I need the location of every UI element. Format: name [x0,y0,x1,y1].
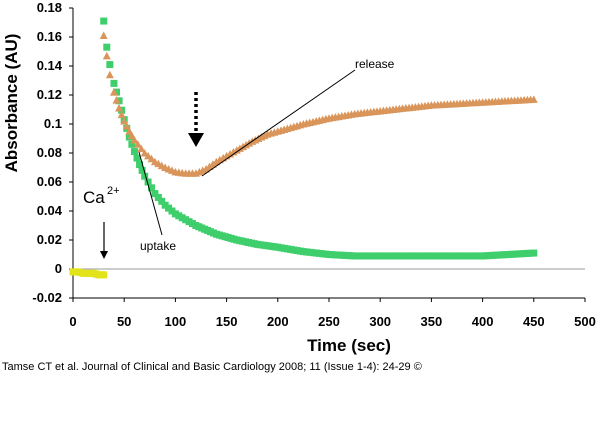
data-point [128,140,136,148]
ca-arrow [100,222,108,259]
data-point [110,79,118,87]
citation: Tamse CT et al. Journal of Clinical and … [2,361,422,373]
x-tick-label: 200 [267,314,289,329]
x-tick-label: 0 [69,314,76,329]
data-point [115,104,124,112]
x-tick-label: 350 [421,314,443,329]
y-tick-label: -0.02 [32,290,62,305]
data-point [212,157,221,166]
data-point [529,95,538,103]
series-3 [69,268,108,279]
y-tick-label: 0.14 [37,58,63,73]
x-tick-label: 400 [472,314,494,329]
data-point [99,31,108,40]
uptake-leader-line [138,151,163,236]
y-tick-label: 0.1 [44,116,62,131]
data-point [106,61,114,69]
data-point [133,140,142,148]
y-tick-label: 0.18 [37,0,62,15]
x-tick-label: 300 [369,314,391,329]
data-point [530,249,538,257]
x-tick-label: 450 [523,314,545,329]
data-point [215,155,224,164]
data-point [103,43,111,51]
y-axis-title: Absorbance (AU) [2,34,21,173]
data-point [113,88,121,96]
data-point [133,154,141,162]
y-tick-label: 0.08 [37,145,62,160]
y-tick-label: 0.16 [37,29,62,44]
data-point [229,148,238,156]
ca-superscript: 2+ [107,185,120,197]
data-point [205,162,214,171]
data-point [154,193,162,201]
data-point [144,178,152,186]
data-point [148,184,156,192]
data-point [202,164,211,173]
x-tick-label: 50 [117,314,131,329]
dotted-arrow [188,92,204,147]
plot-area [73,8,585,298]
data-point [130,148,138,156]
data-point [137,144,146,153]
release-leader-line [201,69,356,177]
data-point [100,17,108,25]
data-point [130,135,139,144]
y-tick-label: 0.06 [37,174,62,189]
y-tick-label: 0.02 [37,232,62,247]
y-tick-label: 0.04 [37,203,63,218]
data-point [112,96,121,104]
data-point [138,166,146,174]
release-label: release [355,57,395,71]
uptake-label: uptake [140,239,176,253]
data-point [100,271,108,279]
x-axis-title: Time (sec) [307,336,391,355]
x-tick-label: 250 [318,314,340,329]
x-tick-label: 500 [574,314,596,329]
data-point [141,172,149,180]
data-point [105,70,114,79]
x-tick-label: 150 [216,314,238,329]
data-point [115,97,123,105]
y-tick-label: 0 [55,261,62,276]
data-point [136,161,144,169]
y-tick-label: 0.12 [37,87,62,102]
ca-label: Ca [83,188,105,207]
data-point [208,160,217,168]
data-point [117,110,126,119]
data-point [109,88,118,96]
data-point [102,51,111,60]
data-point [158,197,166,205]
data-point [120,117,129,125]
data-point [151,190,159,198]
x-tick-label: 100 [165,314,187,329]
data-point [122,122,131,130]
